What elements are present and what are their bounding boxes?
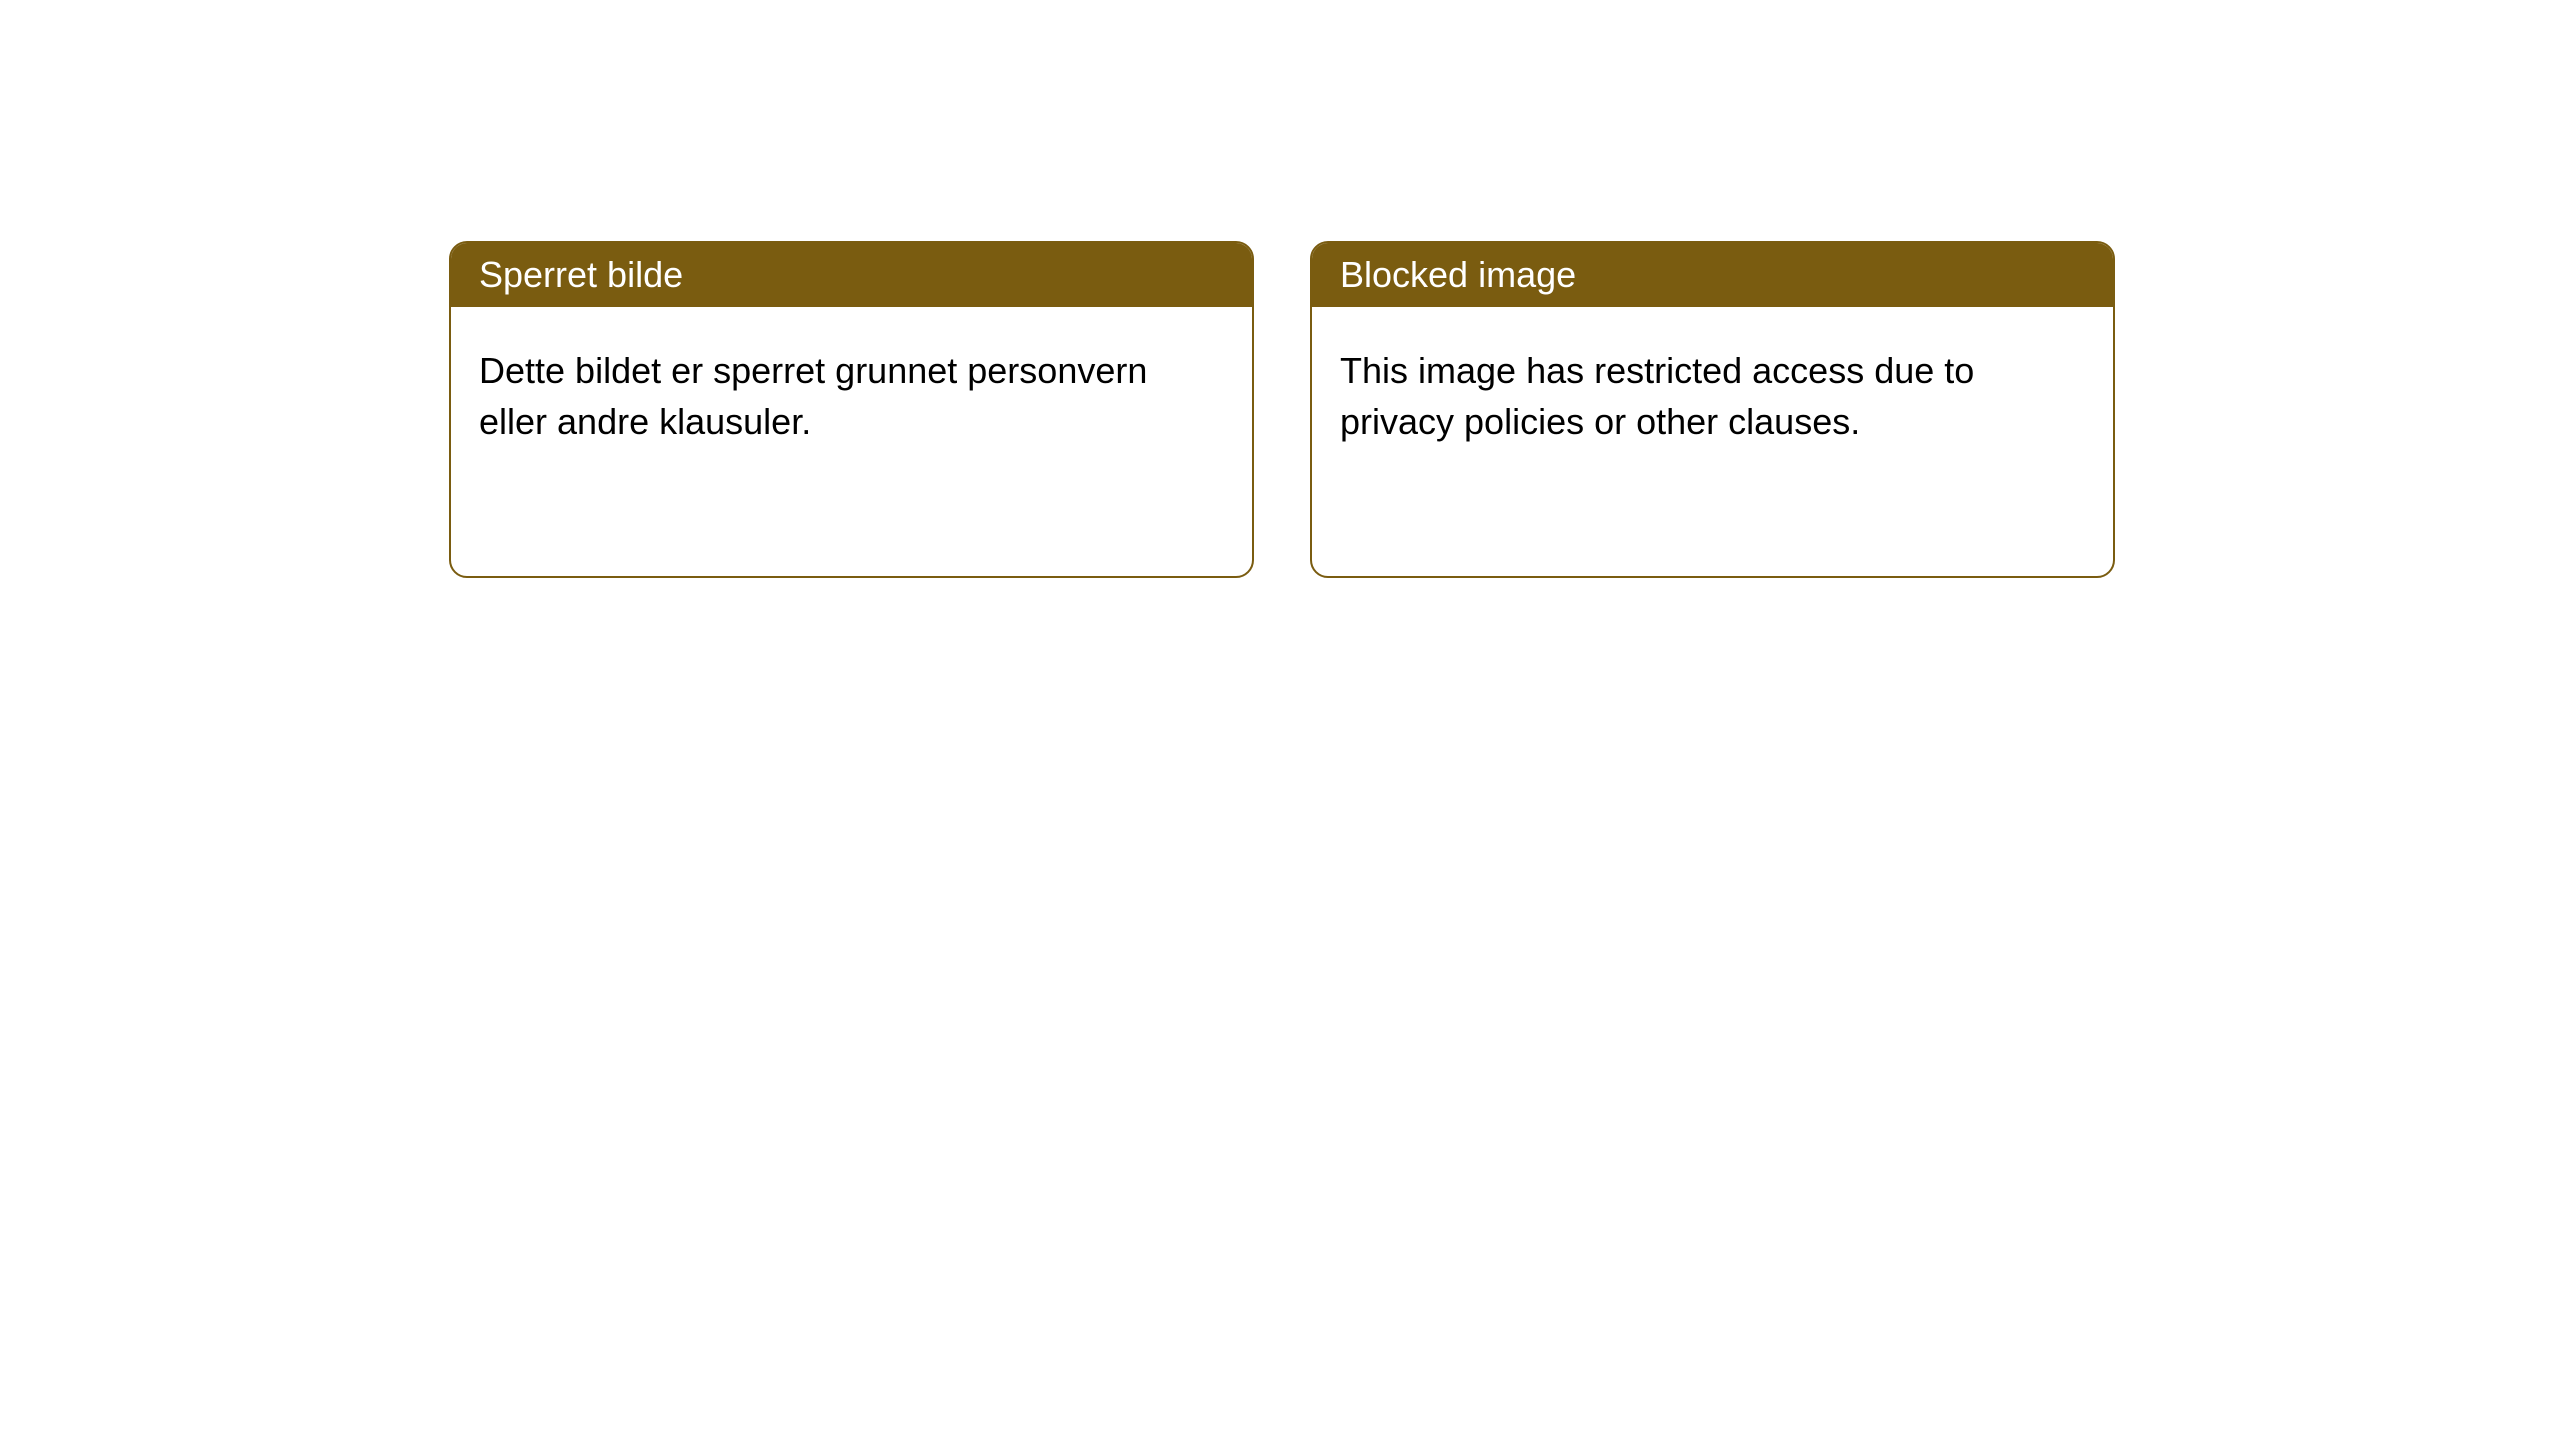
notice-text: Dette bildet er sperret grunnet personve… [479,350,1147,442]
notice-card-norwegian: Sperret bilde Dette bildet er sperret gr… [449,241,1254,578]
notice-header: Blocked image [1312,243,2113,307]
notice-card-english: Blocked image This image has restricted … [1310,241,2115,578]
notice-body: This image has restricted access due to … [1312,307,2113,485]
notice-title: Sperret bilde [479,254,683,295]
notice-title: Blocked image [1340,254,1576,295]
notice-body: Dette bildet er sperret grunnet personve… [451,307,1252,485]
notice-header: Sperret bilde [451,243,1252,307]
notice-text: This image has restricted access due to … [1340,350,1974,442]
notice-container: Sperret bilde Dette bildet er sperret gr… [0,0,2560,578]
